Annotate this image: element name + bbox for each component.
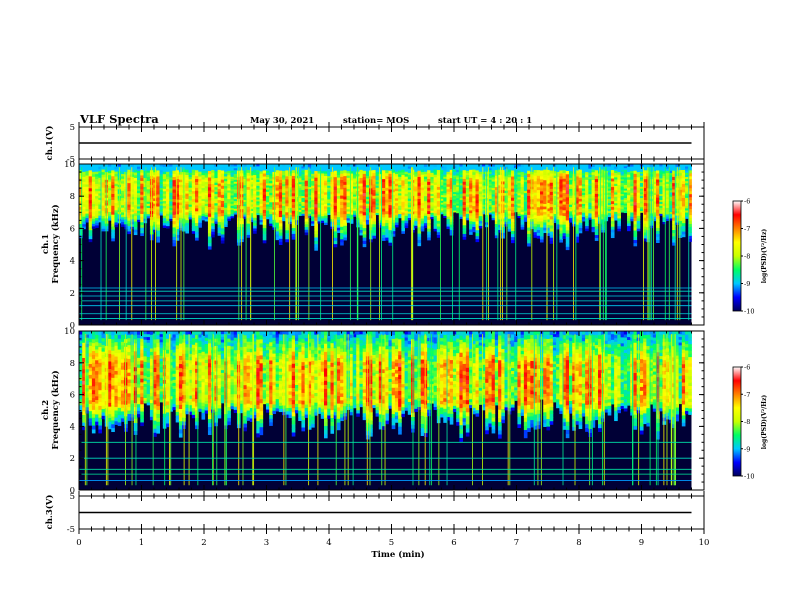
ch1-spectrogram-panel: 0 2 4 6 8 10 <box>64 160 705 331</box>
y-tick-label: -5 <box>67 155 75 165</box>
ch2-colorbar: -6 -7 -8 -9 -10 <box>732 364 754 481</box>
x-tick-label: 6 <box>451 538 456 548</box>
x-tick-labels: 0 1 2 3 4 5 6 7 8 9 10 <box>76 538 709 548</box>
ch2-colorbar-label: log(PSD)(V²/Hz) <box>761 395 768 450</box>
y-tick-label: 6 <box>70 391 75 401</box>
spectrogram-spikes <box>84 334 676 486</box>
figure-title: VLF Spectra <box>79 112 159 126</box>
y-tick-label: 4 <box>70 257 75 267</box>
start-time-label: start UT = 4 : 20 : 1 <box>438 116 532 126</box>
spectrogram-lines <box>79 441 692 481</box>
x-ticks <box>78 164 705 325</box>
x-tick-label: 7 <box>514 538 519 548</box>
y-tick-label: 2 <box>70 289 75 299</box>
ch3-voltage-axis-label: ch.3(V) <box>44 495 55 530</box>
y-tick-label: 10 <box>64 160 75 170</box>
y-tick-label: 0 <box>70 486 75 496</box>
colorbar-tick-label: -10 <box>744 473 754 481</box>
x-tick-label: 1 <box>139 538 144 548</box>
x-tick-label: 0 <box>76 538 81 548</box>
ch2-spectrogram-panel: 0 2 4 6 8 10 <box>64 327 705 496</box>
y-tick-label: 10 <box>64 327 75 337</box>
x-tick-label: 8 <box>576 538 581 548</box>
y-tick-label: -5 <box>67 525 75 535</box>
x-tick-label: 2 <box>201 538 206 548</box>
x-ticks <box>78 331 705 490</box>
ch1-freq-channel-label: ch.1 <box>41 234 51 254</box>
colorbar-tick-label: -7 <box>744 225 750 233</box>
colorbar-scale <box>732 200 742 312</box>
x-tick-label: 3 <box>264 538 269 548</box>
y-tick-label: 8 <box>70 192 75 202</box>
date-label: May 30, 2021 <box>250 116 314 126</box>
x-tick-label: 9 <box>639 538 644 548</box>
y-tick-label: 0 <box>70 321 75 331</box>
y-tick-label: 2 <box>70 454 75 464</box>
spectrogram-lines <box>79 287 692 319</box>
y-ticks: 0 2 4 6 8 10 <box>64 327 704 496</box>
ch1-voltage-axis-label: ch.1(V) <box>44 126 55 161</box>
colorbar-tick-label: -9 <box>744 280 750 288</box>
colorbar-scale <box>732 366 742 477</box>
colorbar-tick-label: -7 <box>744 391 750 399</box>
y-tick-label: 8 <box>70 359 75 369</box>
colorbar-tick-label: -10 <box>744 308 754 316</box>
y-tick-label: 6 <box>70 224 75 234</box>
ch3-voltage-panel: 5 -50 1 2 3 4 5 6 7 8 9 10 <box>67 491 709 548</box>
y-ticks: 0 2 4 6 8 10 <box>64 160 704 331</box>
spectrogram-cells <box>79 331 692 443</box>
y-tick-label: 5 <box>70 492 75 502</box>
x-ticks <box>78 122 705 164</box>
ch1-colorbar-label: log(PSD)(V²/Hz) <box>761 229 768 284</box>
station-label: station= MOS <box>343 116 409 126</box>
colorbar-tick-label: -6 <box>744 198 750 206</box>
ch2-freq-channel-label: ch.2 <box>41 400 51 420</box>
y-tick-label: 5 <box>70 123 75 133</box>
colorbar-tick-label: -6 <box>744 364 750 372</box>
spectrogram-spikes <box>81 167 690 321</box>
y-ticks: 5 -5 <box>67 492 704 535</box>
ch2-freq-axis-label: Frequency (kHz) <box>50 370 61 449</box>
colorbar-tick-label: -8 <box>744 418 750 426</box>
ch1-colorbar: -6 -7 -8 -9 -10 <box>732 198 754 316</box>
ch1-freq-axis-label: Frequency (kHz) <box>50 204 61 283</box>
y-tick-label: 4 <box>70 422 75 432</box>
ch1-voltage-panel: 5 -5 <box>67 122 705 165</box>
x-tick-label: 5 <box>389 538 394 548</box>
colorbar-tick-label: -8 <box>744 253 750 261</box>
x-tick-label: 4 <box>326 538 331 548</box>
colorbar-tick-label: -9 <box>744 445 750 453</box>
x-ticks <box>78 491 705 534</box>
y-ticks: 5 -5 <box>67 123 704 165</box>
x-axis-label: Time (min) <box>371 549 424 560</box>
x-tick-label: 10 <box>699 538 710 548</box>
